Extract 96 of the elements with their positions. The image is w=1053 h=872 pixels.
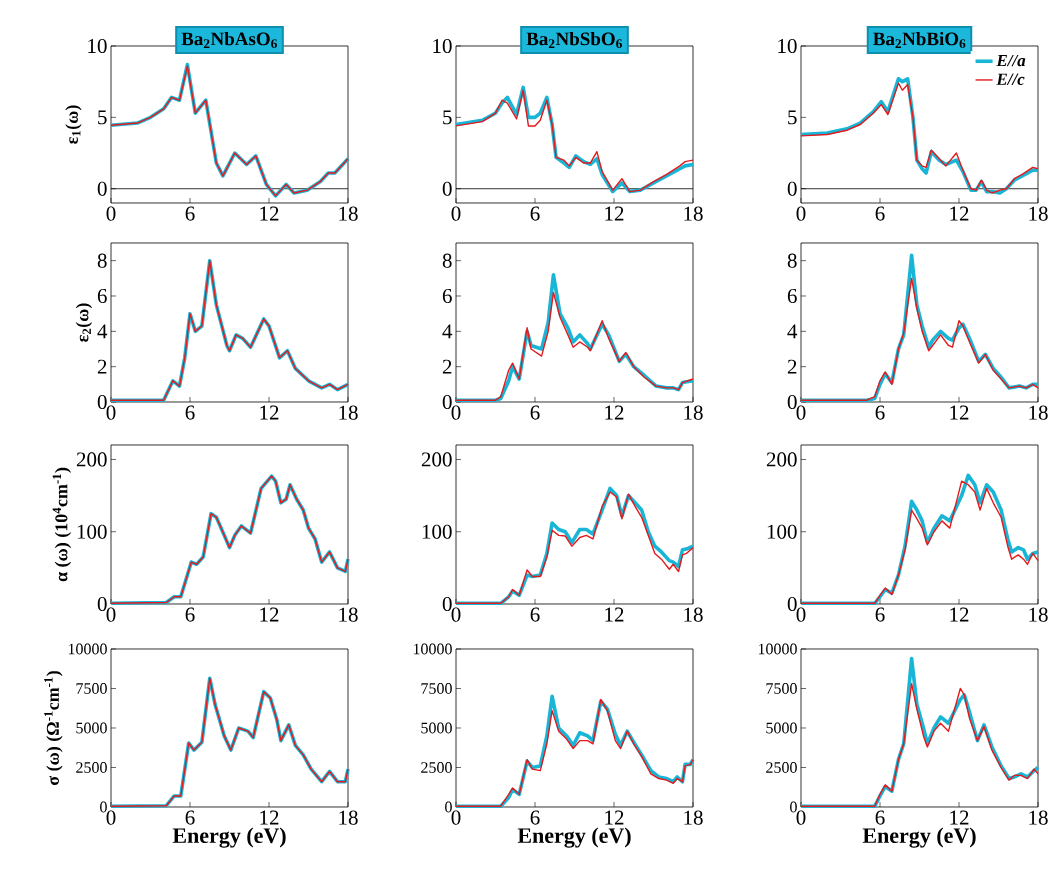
x-tick-label: 18 <box>1029 405 1048 420</box>
y-tick-label: 7500 <box>766 683 797 694</box>
y-tick-label: 8 <box>787 253 797 268</box>
x-tick-label: 12 <box>950 405 969 420</box>
y-tick-label: 5000 <box>766 722 797 734</box>
x-axis-title: Energy (eV) <box>862 827 976 848</box>
legend-label: E//c <box>996 73 1025 85</box>
y-tick-label: 5000 <box>421 722 452 734</box>
y-tick-label: 10000 <box>68 643 107 655</box>
x-tick-label: 6 <box>530 810 540 825</box>
y-tick-label: 0 <box>442 596 452 612</box>
y-tick-label: 200 <box>76 452 107 467</box>
x-tick-label: 18 <box>339 206 358 221</box>
y-tick-label: 200 <box>421 452 452 467</box>
y-tick-label: 0 <box>97 394 107 410</box>
y-tick-label: 5 <box>788 110 797 125</box>
y-tick-label: 7500 <box>421 683 452 694</box>
x-tick-label: 12 <box>950 206 969 221</box>
x-tick-label: 6 <box>185 206 195 221</box>
legend-label: E//a <box>996 54 1026 67</box>
y-tick-label: 4 <box>787 324 798 339</box>
x-tick-label: 12 <box>605 607 624 622</box>
y-tick-label: 8 <box>442 253 452 268</box>
y-tick-label: 2500 <box>76 762 107 773</box>
y-tick-label: 4 <box>442 324 453 339</box>
x-tick-label: 12 <box>260 206 279 221</box>
y-tick-label: 10000 <box>758 643 797 655</box>
y-axis-title: σ (ω) (Ω$^{-1}$cm$^{-1}$) <box>44 671 63 785</box>
y-tick-label: 0 <box>787 181 797 196</box>
y-axis-title: ε$_{2}$(ω) <box>75 303 93 342</box>
y-tick-label: 5000 <box>76 722 107 734</box>
y-tick-label: 200 <box>766 452 797 467</box>
y-tick-label: 0 <box>442 394 452 410</box>
y-tick-label: 10 <box>778 38 797 54</box>
x-tick-label: 6 <box>875 810 885 825</box>
x-tick-label: 18 <box>1029 810 1048 825</box>
x-tick-label: 12 <box>605 810 624 825</box>
y-tick-label: 0 <box>100 801 107 813</box>
x-tick-label: 6 <box>530 206 540 221</box>
y-tick-label: 100 <box>77 524 107 539</box>
y-axis-title: α (ω) (10$^{4}$cm$^{-1}$) <box>52 467 72 582</box>
x-tick-label: 6 <box>875 405 885 420</box>
x-tick-label: 12 <box>260 607 279 622</box>
y-tick-label: 4 <box>97 324 108 339</box>
x-tick-label: 12 <box>950 810 969 825</box>
x-tick-label: 6 <box>875 607 885 622</box>
x-tick-label: 12 <box>260 810 279 825</box>
y-tick-label: 0 <box>97 181 107 196</box>
x-tick-label: 18 <box>1029 607 1048 622</box>
y-tick-label: 7500 <box>76 683 107 694</box>
y-tick-label: 0 <box>787 394 797 410</box>
x-tick-label: 18 <box>339 607 358 622</box>
x-tick-label: 18 <box>684 405 703 420</box>
x-tick-label: 12 <box>605 405 624 420</box>
y-tick-label: 10 <box>433 38 452 54</box>
y-tick-label: 5 <box>98 110 107 125</box>
y-tick-label: 6 <box>442 288 452 304</box>
x-tick-label: 6 <box>875 206 885 221</box>
y-tick-label: 2500 <box>421 762 452 773</box>
y-tick-label: 100 <box>422 524 452 539</box>
y-tick-label: 0 <box>97 596 107 612</box>
y-tick-label: 0 <box>790 801 797 813</box>
x-tick-label: 12 <box>605 206 624 221</box>
y-tick-label: 5 <box>443 110 452 125</box>
x-tick-label: 18 <box>684 607 703 622</box>
y-tick-label: 10 <box>88 38 107 54</box>
x-tick-label: 6 <box>185 810 195 825</box>
y-tick-label: 6 <box>787 288 797 304</box>
x-tick-label: 18 <box>684 810 703 825</box>
x-tick-label: 12 <box>260 405 279 420</box>
x-tick-label: 6 <box>530 405 540 420</box>
chart-title: Ba$_{2}$NbBiO$_{6}$ <box>873 31 966 49</box>
y-tick-label: 10000 <box>413 643 452 655</box>
y-tick-label: 2500 <box>766 762 797 773</box>
y-tick-label: 2 <box>442 359 452 374</box>
x-tick-label: 6 <box>185 405 195 420</box>
y-tick-label: 6 <box>97 288 107 304</box>
y-tick-label: 2 <box>97 359 107 374</box>
y-tick-label: 0 <box>442 181 452 196</box>
y-tick-label: 0 <box>787 596 797 612</box>
x-tick-label: 12 <box>950 607 969 622</box>
chart-title: Ba$_{2}$NbSbO$_{6}$ <box>526 31 622 49</box>
x-tick-label: 18 <box>339 405 358 420</box>
x-tick-label: 6 <box>185 607 195 622</box>
x-axis-title: Energy (eV) <box>172 827 286 848</box>
y-tick-label: 0 <box>445 801 452 813</box>
y-tick-label: 100 <box>767 524 797 539</box>
x-axis-title: Energy (eV) <box>517 827 631 848</box>
x-tick-label: 6 <box>530 607 540 622</box>
x-tick-label: 18 <box>339 810 358 825</box>
chart-title: Ba$_{2}$NbAsO$_{6}$ <box>181 31 277 49</box>
y-tick-label: 2 <box>787 359 797 374</box>
x-tick-label: 18 <box>684 206 703 221</box>
y-tick-label: 8 <box>97 253 107 268</box>
x-tick-label: 18 <box>1029 206 1048 221</box>
y-axis-title: ε$_{1}$(ω) <box>65 105 82 144</box>
